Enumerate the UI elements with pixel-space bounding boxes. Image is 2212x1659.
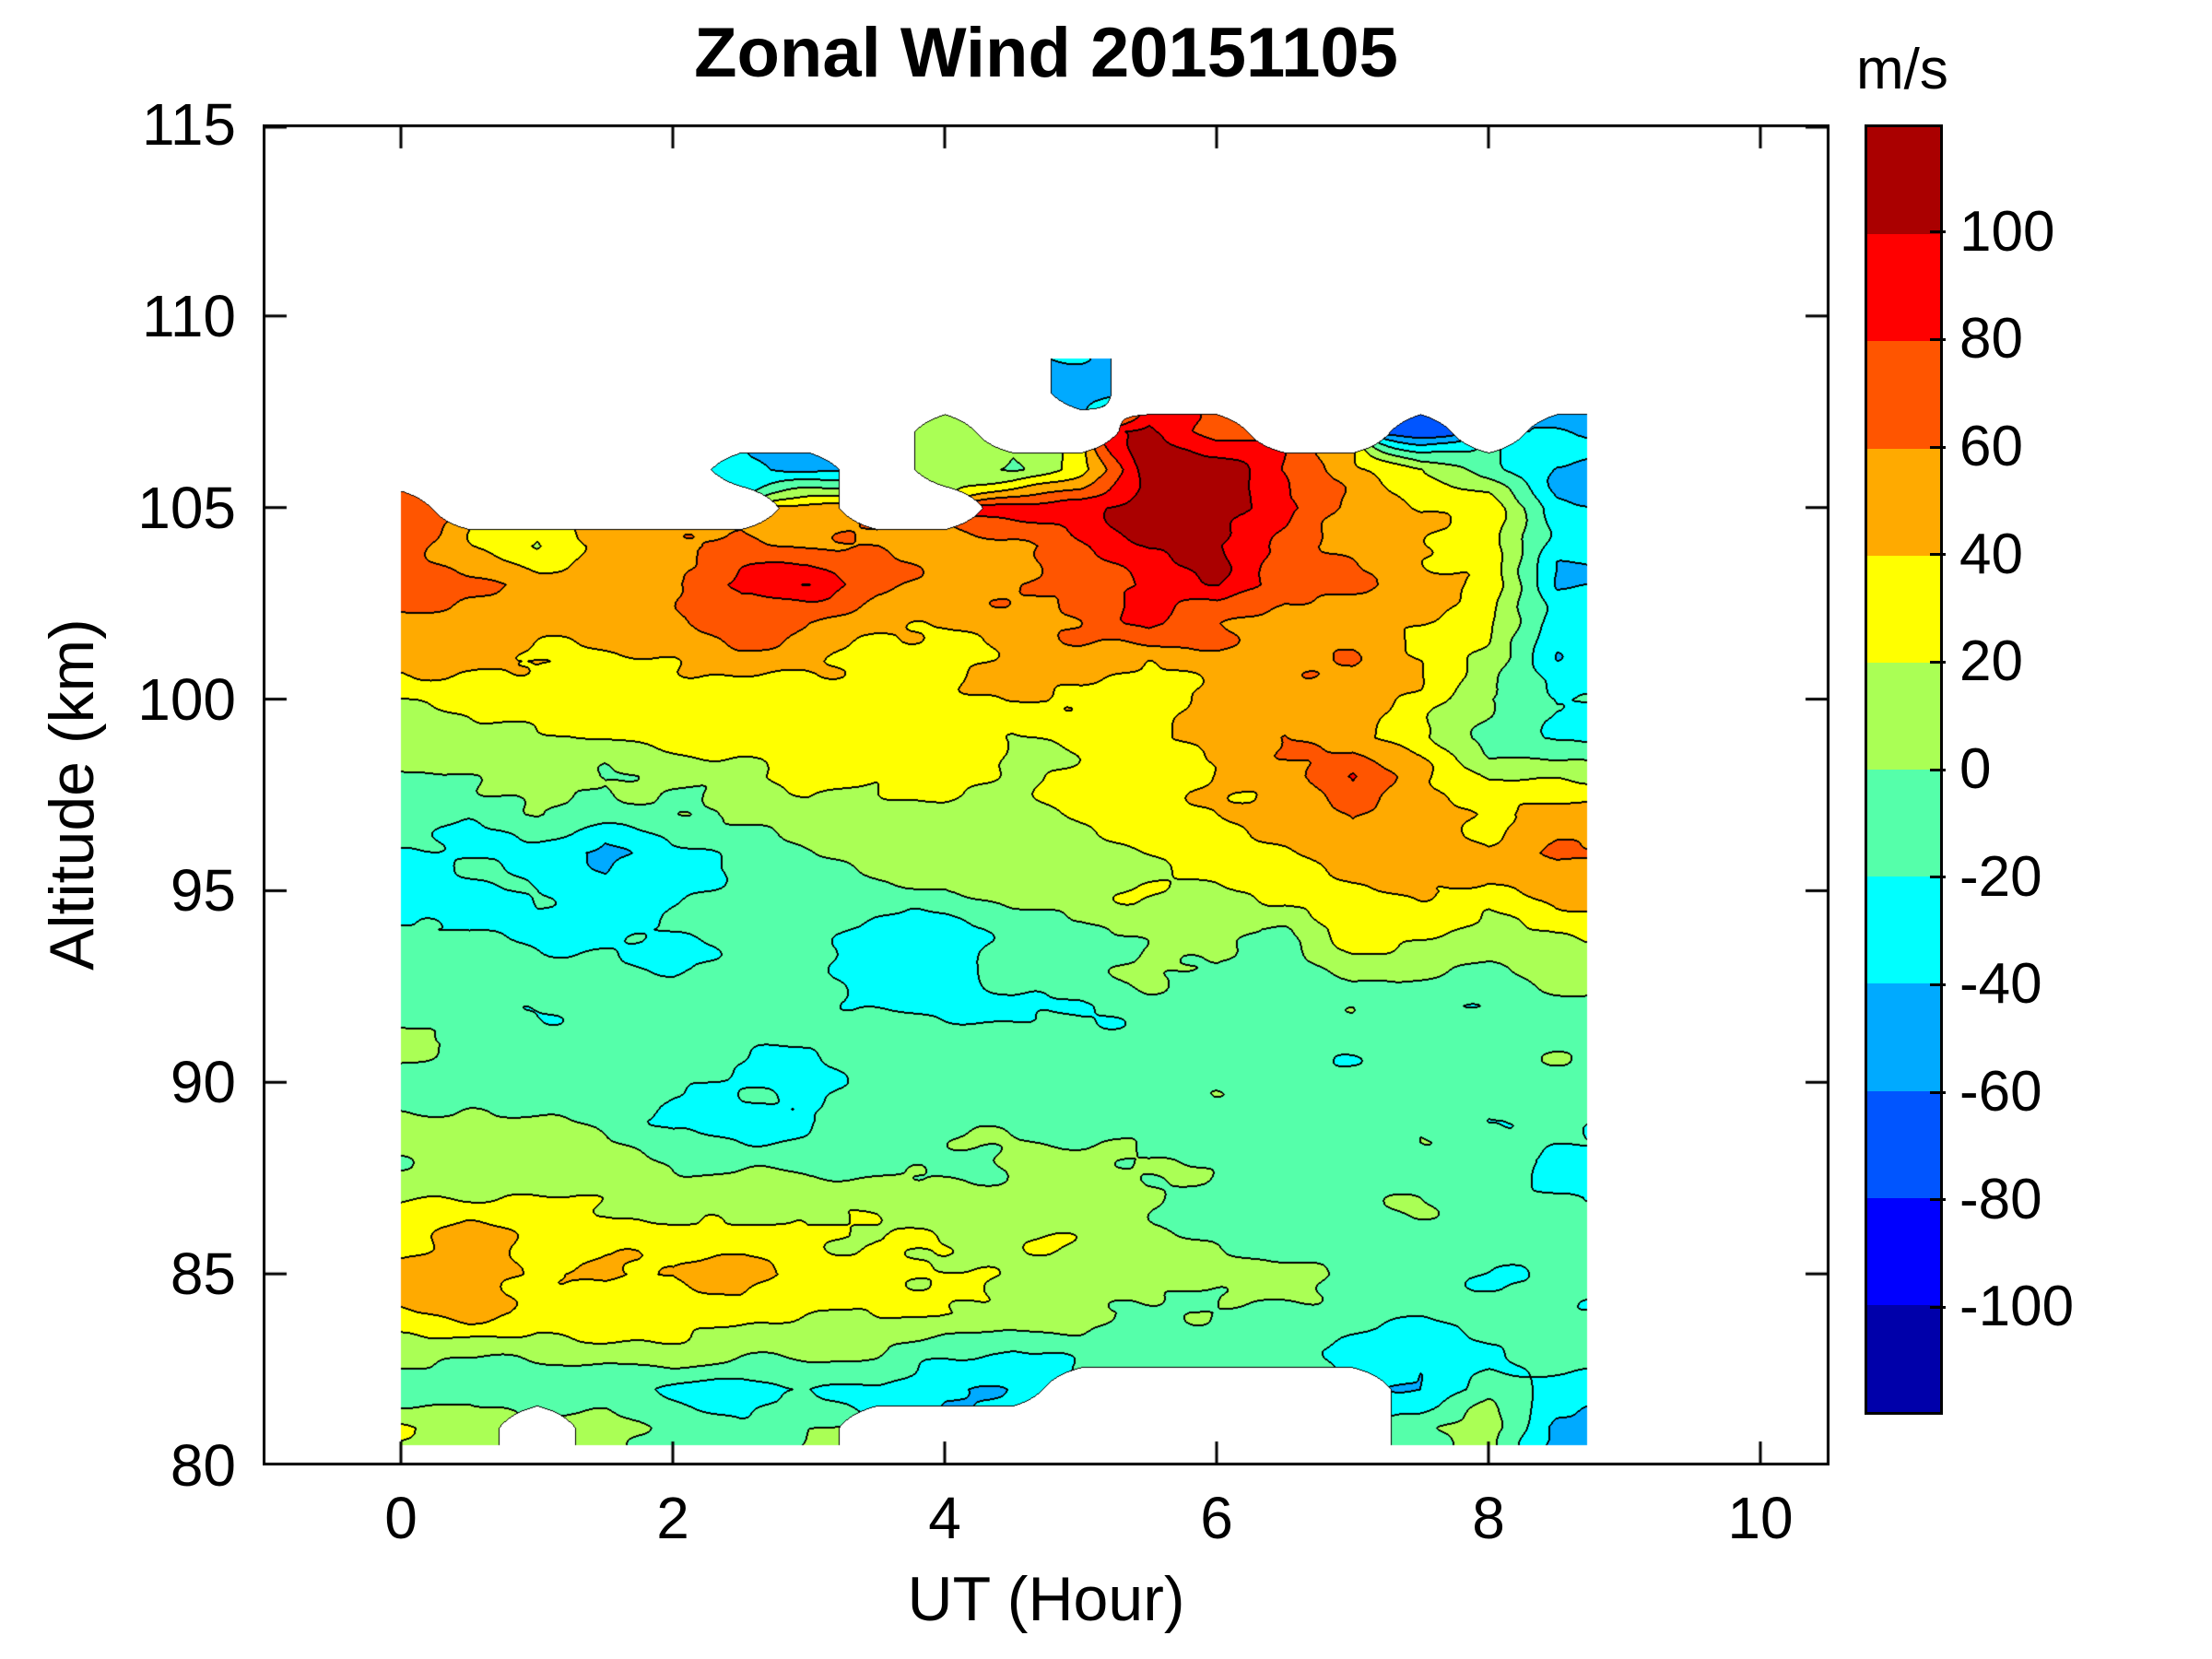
colorbar-tick-label: -20 xyxy=(1959,844,2042,909)
colorbar-unit-label: m/s xyxy=(1856,38,1948,101)
colorbar-tick xyxy=(1930,660,1946,664)
colorbar-tick xyxy=(1930,1305,1946,1309)
colorbar-tick-label: 20 xyxy=(1959,629,2023,694)
colorbar-tick-label: -100 xyxy=(1959,1275,2075,1339)
y-tick-label: 90 xyxy=(170,1049,236,1116)
colorbar-segment xyxy=(1867,555,1940,663)
x-axis-label: UT (Hour) xyxy=(907,1564,1185,1634)
colorbar-tick-label: -40 xyxy=(1959,952,2042,1017)
colorbar-tick xyxy=(1930,337,1946,341)
colorbar-tick xyxy=(1930,1198,1946,1202)
colorbar-tick xyxy=(1930,230,1946,234)
colorbar-tick xyxy=(1930,768,1946,771)
y-tick-label: 95 xyxy=(170,857,236,924)
colorbar-tick xyxy=(1930,445,1946,449)
x-tick-label: 4 xyxy=(928,1485,961,1551)
x-tick-label: 2 xyxy=(656,1485,689,1551)
colorbar-tick-label: 40 xyxy=(1959,522,2023,586)
colorbar-tick xyxy=(1930,1090,1946,1094)
colorbar-segment xyxy=(1867,770,1940,877)
colorbar-tick-label: 100 xyxy=(1959,199,2055,264)
x-tick-label: 8 xyxy=(1472,1485,1505,1551)
x-tick-label: 0 xyxy=(384,1485,418,1551)
y-tick-label: 100 xyxy=(137,665,236,733)
colorbar-segment xyxy=(1867,341,1940,449)
colorbar-segment xyxy=(1867,1197,1940,1305)
colorbar-tick-label: 60 xyxy=(1959,415,2023,478)
colorbar-segment xyxy=(1867,1304,1940,1413)
contour-plot-canvas xyxy=(263,124,1830,1465)
x-tick-label: 10 xyxy=(1727,1485,1794,1551)
colorbar-tick xyxy=(1930,982,1946,986)
colorbar-segment xyxy=(1867,662,1940,771)
y-tick-label: 110 xyxy=(141,282,236,349)
x-tick-label: 6 xyxy=(1200,1485,1233,1551)
colorbar-segment xyxy=(1867,877,1940,984)
y-tick-label: 85 xyxy=(170,1241,236,1308)
colorbar xyxy=(1865,124,1943,1415)
y-tick-label: 115 xyxy=(141,91,236,158)
colorbar-tick xyxy=(1930,876,1946,879)
colorbar-tick xyxy=(1930,553,1946,557)
y-tick-label: 105 xyxy=(137,474,236,541)
y-tick-label: 80 xyxy=(170,1432,236,1499)
colorbar-segment xyxy=(1867,1090,1940,1198)
colorbar-segment xyxy=(1867,983,1940,1091)
colorbar-tick-label: 0 xyxy=(1959,737,1992,801)
chart-title: Zonal Wind 20151105 xyxy=(694,14,1398,92)
colorbar-tick-label: 80 xyxy=(1959,307,2023,371)
colorbar-tick-label: -60 xyxy=(1959,1060,2042,1124)
colorbar-segment xyxy=(1867,127,1940,235)
colorbar-tick-label: -80 xyxy=(1959,1167,2042,1231)
colorbar-segment xyxy=(1867,234,1940,342)
colorbar-segment xyxy=(1867,448,1940,556)
